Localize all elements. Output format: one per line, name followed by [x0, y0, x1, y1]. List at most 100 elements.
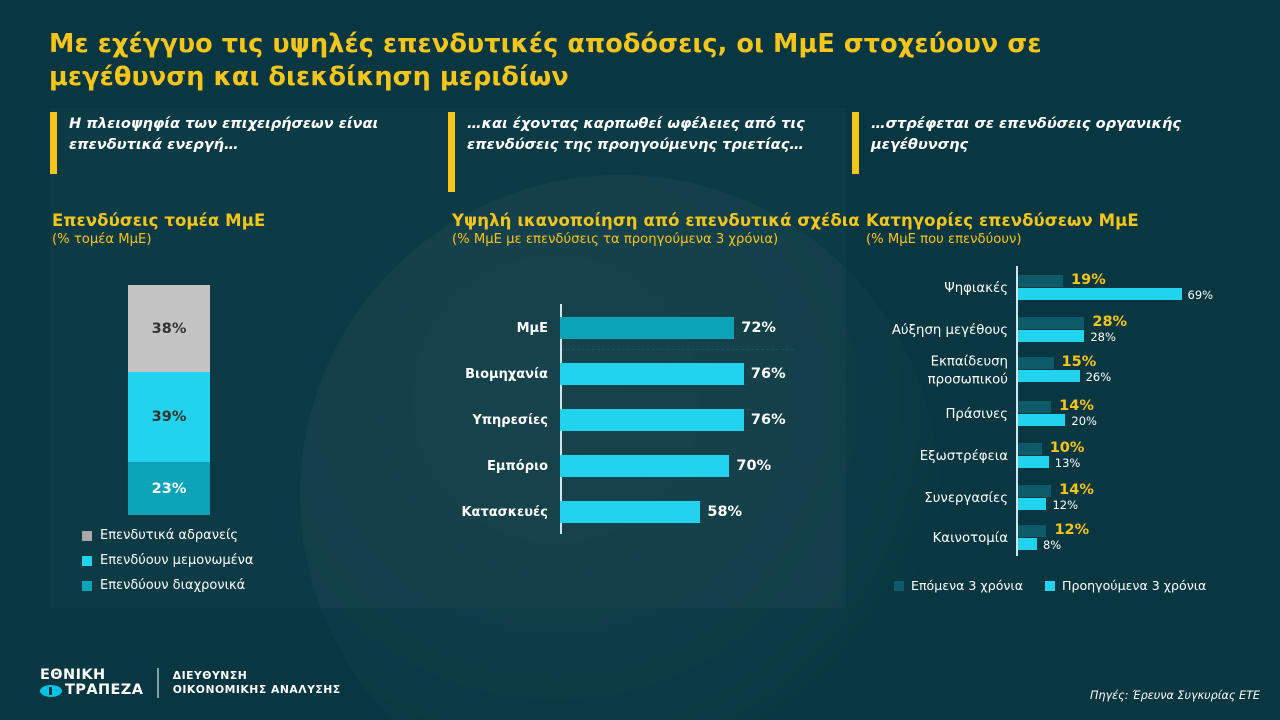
- chart-2-heading: Υψηλή ικανοποίηση από επενδυτικά σχέδια …: [452, 211, 860, 247]
- chart-1-heading: Επενδύσεις τομέα ΜμΕ (% τομέα ΜμΕ): [52, 211, 265, 247]
- chart-2-bar: [560, 409, 744, 431]
- chart-3-value-label: 69%: [1187, 287, 1214, 302]
- chart-2-category-label: Κατασκευές: [461, 504, 548, 520]
- chart-3-value-label: 19%: [1071, 271, 1106, 288]
- stack-segment: 38%: [128, 285, 210, 373]
- chart-3-bar-row: 69%: [1018, 287, 1214, 302]
- chart-3-bar-row: 14%: [1018, 482, 1094, 498]
- chart-3-bar: [1018, 287, 1182, 300]
- legend-item: Επενδύουν διαχρονικά: [82, 578, 253, 593]
- stack-segment: 23%: [128, 462, 210, 515]
- chart-3-bar: [1018, 442, 1042, 455]
- chart-1-title: Επενδύσεις τομέα ΜμΕ: [52, 211, 266, 230]
- kicker-box-1: Η πλειοψηφία των επιχειρήσεων είναι επεν…: [50, 112, 430, 174]
- chart-3-value-label: 12%: [1052, 497, 1078, 512]
- chart-3-bars: 19% 69%: [1018, 271, 1214, 302]
- legend-item: Επενδυτικά αδρανείς: [82, 528, 253, 543]
- chart-3-bars: 10% 13%: [1018, 439, 1085, 470]
- stack-segment-label: 23%: [151, 480, 187, 497]
- chart-3-bar-group: Καινοτομία 12% 8%: [866, 522, 1266, 554]
- logo-line-2-row: ΤΡΑΠΕΖΑ: [40, 682, 143, 698]
- chart-3-bar: [1018, 524, 1047, 537]
- chart-3-bar: [1018, 484, 1052, 497]
- logo-wordmark: ΕΘΝΙΚΗ ΤΡΑΠΕΖΑ: [40, 667, 143, 698]
- chart-2-subtitle: (% ΜμΕ με επενδύσεις τα προηγούμενα 3 χρ…: [452, 232, 779, 247]
- chart-3-bar-row: 26%: [1018, 369, 1112, 384]
- chart-3-bar: [1018, 316, 1085, 329]
- kicker-box-2: …και έχοντας καρπωθεί ωφέλειες από τις ε…: [448, 112, 838, 192]
- chart-3-category-label: Καινοτομία: [932, 531, 1008, 547]
- chart-3-bars: 28% 28%: [1018, 313, 1128, 344]
- chart-3-bar-group: Εξωστρέφεια 10% 13%: [866, 439, 1266, 472]
- chart-3-bar: [1018, 455, 1049, 468]
- chart-2-bar-chart: ΜμΕ 72% Βιομηχανία 76% Υπηρεσίες 76% Εμπόριο 70…: [452, 300, 842, 538]
- chart-3-category-label: Πράσινες: [945, 407, 1008, 423]
- legend-label: Επενδύουν μεμονωμένα: [100, 553, 254, 568]
- legend-swatch-icon: [82, 580, 92, 591]
- chart-3-category-label: Εκπαίδευση προσωπικού: [927, 354, 1008, 387]
- chart-2-divider: [562, 349, 794, 350]
- legend-swatch-icon: [82, 555, 92, 566]
- legend-item: Επενδύουν μεμονωμένα: [82, 553, 253, 568]
- chart-2-bar: [560, 363, 744, 385]
- legend-label: Επενδύουν διαχρονικά: [100, 578, 246, 593]
- legend-swatch-icon: [1045, 580, 1055, 591]
- chart-2-bar-row: Εμπόριο 70%: [452, 454, 842, 478]
- chart-3-value-label: 14%: [1059, 397, 1094, 414]
- chart-3-bar-row: 28%: [1018, 329, 1127, 344]
- kicker-text-3: …στρέφεται σε επενδύσεις οργανικής μεγέθ…: [871, 115, 1182, 154]
- legend-swatch-icon: [82, 530, 92, 541]
- chart-3-value-label: 10%: [1049, 439, 1085, 456]
- legend-item: Επόμενα 3 χρόνια: [894, 578, 1023, 593]
- chart-2-value-label: 72%: [741, 320, 776, 336]
- chart-3-bar: [1018, 413, 1066, 426]
- ete-logo: ΕΘΝΙΚΗ ΤΡΑΠΕΖΑ ΔΙΕΥΘΥΝΣΗ ΟΙΚΟΝΟΜΙΚΗΣ ΑΝΑ…: [40, 667, 341, 699]
- chart-3-bar: [1018, 537, 1037, 550]
- chart-3-value-label: 15%: [1061, 353, 1097, 370]
- chart-3-bar-group: Συνεργασίες 14% 12%: [866, 482, 1266, 514]
- legend-item: Προηγούμενα 3 χρόνια: [1045, 578, 1206, 593]
- chart-3-bar: [1018, 400, 1052, 413]
- legend-label: Επόμενα 3 χρόνια: [911, 578, 1023, 593]
- chart-1-legend: Επενδυτικά αδρανείς Επενδύουν μεμονωμένα Ε…: [82, 528, 253, 603]
- chart-2-bar: [560, 501, 701, 523]
- chart-3-subtitle: (% ΜμΕ που επενδύουν): [866, 232, 1022, 247]
- legend-swatch-icon: [894, 580, 904, 591]
- chart-3-bars: 12% 8%: [1018, 522, 1089, 552]
- stack-segment: 39%: [128, 372, 210, 463]
- chart-3-bar-row: 12%: [1018, 497, 1094, 512]
- chart-3-bar-row: 10%: [1018, 439, 1085, 456]
- chart-2-bar-row: Βιομηχανία 76%: [452, 362, 842, 386]
- chart-3-value-label: 20%: [1071, 413, 1097, 428]
- chart-3-value-label: 28%: [1090, 329, 1116, 344]
- chart-3-legend: Επόμενα 3 χρόνια Προηγούμενα 3 χρόνια: [894, 578, 1206, 593]
- chart-3-bars: 14% 20%: [1018, 397, 1097, 428]
- source-note: Πηγές: Έρευνα Συγκυρίας ΕΤΕ: [1089, 689, 1260, 702]
- logo-line-1: ΕΘΝΙΚΗ: [40, 667, 106, 683]
- chart-3-value-label: 28%: [1092, 313, 1128, 330]
- chart-2-bar-row: Υπηρεσίες 76%: [452, 408, 842, 432]
- kicker-text-2: …και έχοντας καρπωθεί ωφέλειες από τις ε…: [467, 115, 805, 154]
- chart-3-bar: [1018, 274, 1064, 287]
- chart-3-bars: 15% 26%: [1018, 353, 1112, 384]
- chart-3-bar-row: 14%: [1018, 397, 1097, 414]
- accent-bar: [50, 112, 57, 174]
- department-line-1: ΔΙΕΥΘΥΝΣΗ: [172, 669, 248, 683]
- chart-3-value-label: 26%: [1085, 369, 1112, 384]
- chart-2-bar-row: Κατασκευές 58%: [452, 500, 842, 524]
- department-line-2: ΟΙΚΟΝΟΜΙΚΗΣ ΑΝΑΛΥΣΗΣ: [172, 683, 341, 697]
- kicker-text-1: Η πλειοψηφία των επιχειρήσεων είναι επεν…: [69, 115, 379, 154]
- chart-3-bar: [1018, 356, 1054, 369]
- chart-2-bar-row: ΜμΕ 72%: [452, 316, 842, 340]
- chart-3-bar: [1018, 329, 1085, 342]
- department-name: ΔΙΕΥΘΥΝΣΗ ΟΙΚΟΝΟΜΙΚΗΣ ΑΝΑΛΥΣΗΣ: [173, 669, 341, 697]
- chart-3-grouped-bar-chart: Ψηφιακές 19% 69% Αύξηση μεγέθους 28% 28% Εκπαί…: [866, 262, 1266, 562]
- chart-2-value-label: 76%: [750, 366, 786, 382]
- chart-1-subtitle: (% τομέα ΜμΕ): [52, 232, 152, 247]
- stack-segment-label: 39%: [151, 409, 187, 426]
- chart-3-title: Κατηγορίες επενδύσεων ΜμΕ: [866, 211, 1139, 230]
- chart-3-bar: [1018, 369, 1080, 382]
- chart-2-title: Υψηλή ικανοποίηση από επενδυτικά σχέδια: [452, 211, 860, 230]
- chart-3-bar-row: 19%: [1018, 271, 1213, 288]
- accent-bar: [448, 112, 455, 192]
